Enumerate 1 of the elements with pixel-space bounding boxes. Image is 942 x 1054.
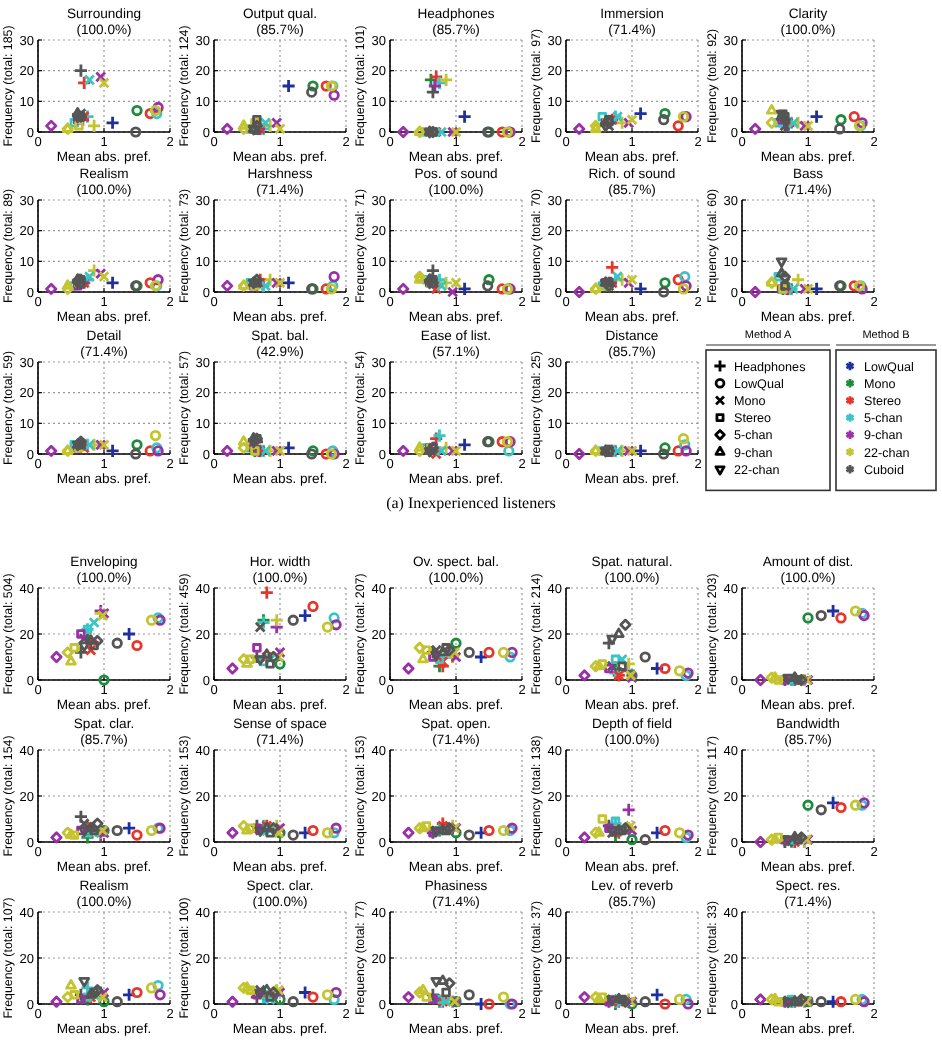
text: (a) Inexperienced listeners xyxy=(386,494,556,512)
